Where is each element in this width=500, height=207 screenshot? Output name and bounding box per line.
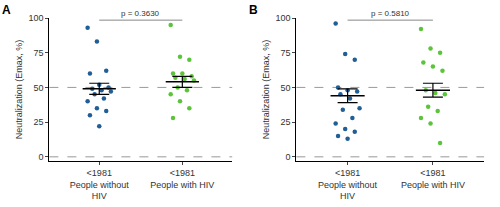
svg-text:B: B: [249, 3, 258, 17]
svg-text:100: 100: [29, 13, 44, 23]
svg-text:<1981People with HIV: <1981People with HIV: [150, 168, 214, 190]
svg-text:50: 50: [34, 83, 44, 93]
svg-text:0: 0: [286, 152, 291, 162]
svg-text:<1981People withoutHIV: <1981People withoutHIV: [318, 168, 378, 201]
svg-text:p = 0.5810: p = 0.5810: [371, 9, 410, 18]
svg-text:75: 75: [34, 48, 44, 58]
svg-text:25: 25: [281, 117, 291, 127]
svg-text:Neutralization (Emax, %): Neutralization (Emax, %): [261, 40, 271, 140]
svg-text:Neutralization (Emax, %): Neutralization (Emax, %): [14, 40, 24, 140]
svg-text:<1981People withoutHIV: <1981People withoutHIV: [70, 168, 130, 201]
svg-text:A: A: [2, 3, 11, 17]
svg-text:<1981People with HIV: <1981People with HIV: [401, 168, 465, 190]
svg-text:25: 25: [34, 117, 44, 127]
svg-text:75: 75: [281, 48, 291, 58]
svg-text:0: 0: [39, 152, 44, 162]
svg-text:50: 50: [281, 83, 291, 93]
svg-text:100: 100: [276, 13, 291, 23]
svg-text:p = 0.3630: p = 0.3630: [121, 9, 160, 18]
